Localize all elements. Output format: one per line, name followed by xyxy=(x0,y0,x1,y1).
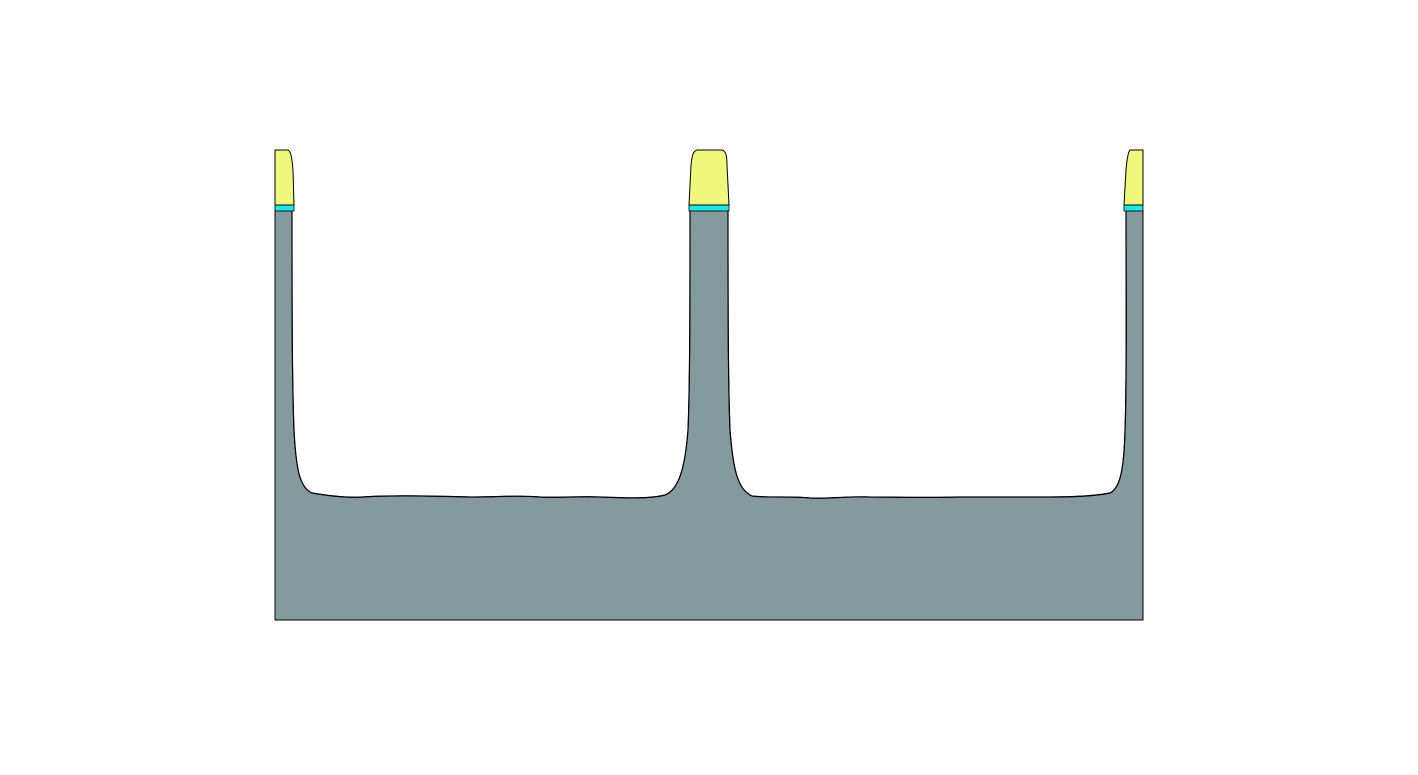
interface-layer-right xyxy=(1123,204,1144,212)
trench-right-outline xyxy=(727,209,1127,499)
mask-center xyxy=(688,149,730,206)
interface-layer-center xyxy=(688,204,730,212)
mask-left xyxy=(274,149,295,206)
substrate xyxy=(274,209,1144,621)
mask-right xyxy=(1123,149,1144,206)
interface-layer-left xyxy=(274,204,295,212)
trench-left-outline xyxy=(291,209,691,499)
